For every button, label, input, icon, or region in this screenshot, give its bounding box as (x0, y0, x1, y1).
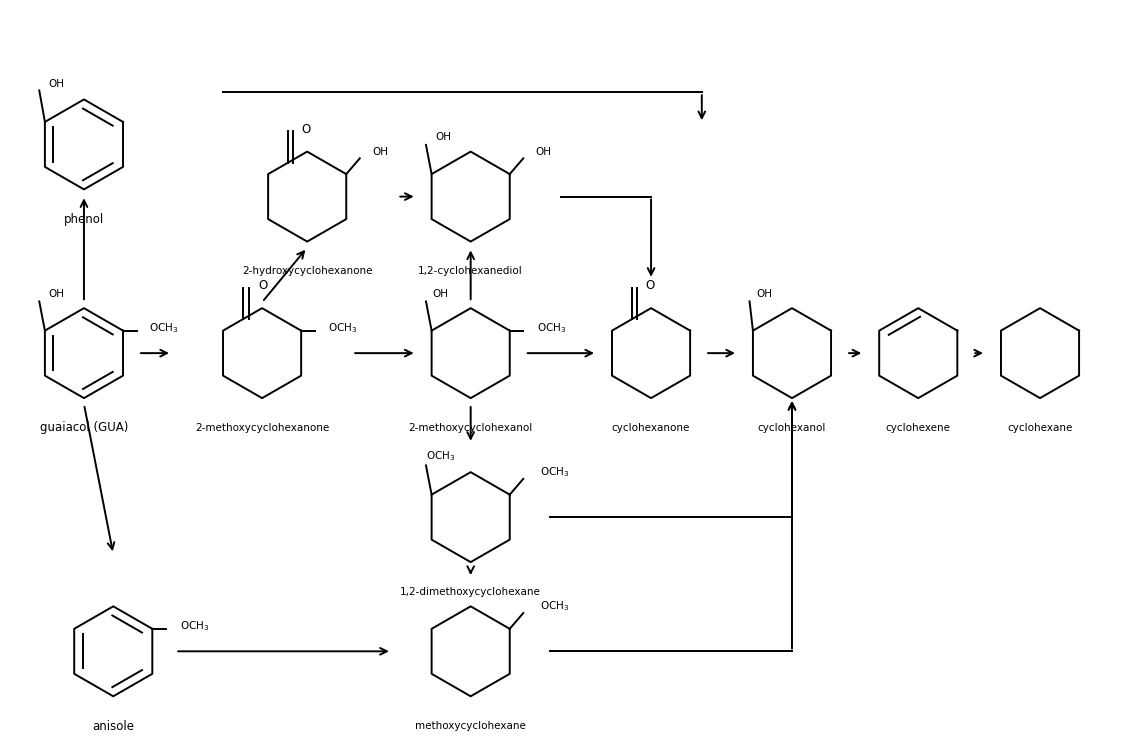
Text: OCH$_3$: OCH$_3$ (540, 466, 570, 479)
Text: OH: OH (49, 79, 65, 89)
Text: OCH$_3$: OCH$_3$ (329, 321, 358, 334)
Text: O: O (301, 122, 310, 136)
Text: methoxycyclohexane: methoxycyclohexane (415, 721, 526, 731)
Text: 1,2-dimethoxycyclohexane: 1,2-dimethoxycyclohexane (400, 587, 542, 597)
Text: 2-methoxycyclohexanone: 2-methoxycyclohexanone (195, 423, 330, 433)
Text: OCH$_3$: OCH$_3$ (426, 450, 455, 463)
Text: 2-methoxycyclohexanol: 2-methoxycyclohexanol (409, 423, 533, 433)
Text: OH: OH (372, 146, 389, 157)
Text: cyclohexanone: cyclohexanone (612, 423, 690, 433)
Text: 1,2-cyclohexanediol: 1,2-cyclohexanediol (418, 267, 523, 276)
Text: anisole: anisole (92, 719, 135, 733)
Text: OCH$_3$: OCH$_3$ (537, 321, 566, 334)
Text: cyclohexene: cyclohexene (886, 423, 951, 433)
Text: OH: OH (536, 146, 552, 157)
Text: cyclohexanol: cyclohexanol (758, 423, 826, 433)
Text: OH: OH (433, 288, 449, 299)
Text: phenol: phenol (63, 213, 104, 226)
Text: OCH$_3$: OCH$_3$ (148, 321, 178, 334)
Text: OH: OH (435, 132, 451, 142)
Text: OH: OH (49, 288, 65, 299)
Text: OCH$_3$: OCH$_3$ (540, 599, 570, 614)
Text: O: O (645, 279, 654, 292)
Text: O: O (258, 279, 267, 292)
Text: OH: OH (756, 288, 773, 299)
Text: OCH$_3$: OCH$_3$ (180, 619, 210, 633)
Text: guaiacol (GUA): guaiacol (GUA) (40, 421, 128, 434)
Text: 2-hydroxycyclohexanone: 2-hydroxycyclohexanone (242, 267, 373, 276)
Text: cyclohexane: cyclohexane (1007, 423, 1073, 433)
